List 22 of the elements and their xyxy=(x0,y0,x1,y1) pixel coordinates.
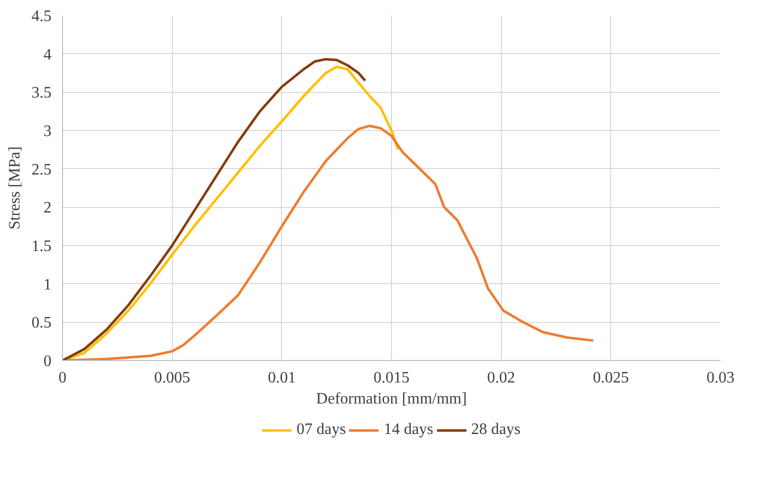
legend-label: 07 days xyxy=(296,421,346,439)
x-tick-label: 0.025 xyxy=(592,370,629,386)
y-tick-label: 1 xyxy=(44,276,52,294)
x-tick-label: 0.03 xyxy=(706,370,734,386)
y-tick-label: 4.5 xyxy=(32,8,52,25)
y-tick-label: 4 xyxy=(44,46,52,64)
y-tick-label: 3.5 xyxy=(32,84,52,102)
x-tick-label: 0.015 xyxy=(374,370,410,386)
x-axis-title: Deformation [mm/mm] xyxy=(316,390,467,408)
x-tick-label: 0.005 xyxy=(154,370,190,386)
y-tick-label: 0 xyxy=(44,353,52,370)
y-tick-label: 1.5 xyxy=(32,238,52,255)
y-tick-label: 3 xyxy=(44,123,52,140)
y-tick-label: 2 xyxy=(44,200,52,217)
x-tick-label: 0.01 xyxy=(268,370,296,386)
y-axis-title: Stress [MPa] xyxy=(6,146,24,230)
y-tick-label: 0.5 xyxy=(32,314,52,332)
y-tick-label: 2.5 xyxy=(32,161,52,178)
legend-label: 14 days xyxy=(384,421,434,439)
x-tick-label: 0 xyxy=(58,370,66,386)
legend-label: 28 days xyxy=(471,421,520,439)
x-tick-label: 0.02 xyxy=(487,370,516,386)
